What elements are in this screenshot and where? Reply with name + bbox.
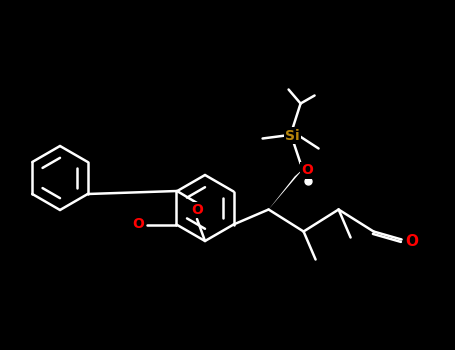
Text: O: O: [132, 217, 144, 231]
Text: O: O: [405, 234, 418, 249]
Text: O: O: [191, 203, 203, 217]
Text: Si: Si: [285, 128, 300, 142]
Polygon shape: [268, 168, 303, 210]
Text: O: O: [302, 163, 313, 177]
